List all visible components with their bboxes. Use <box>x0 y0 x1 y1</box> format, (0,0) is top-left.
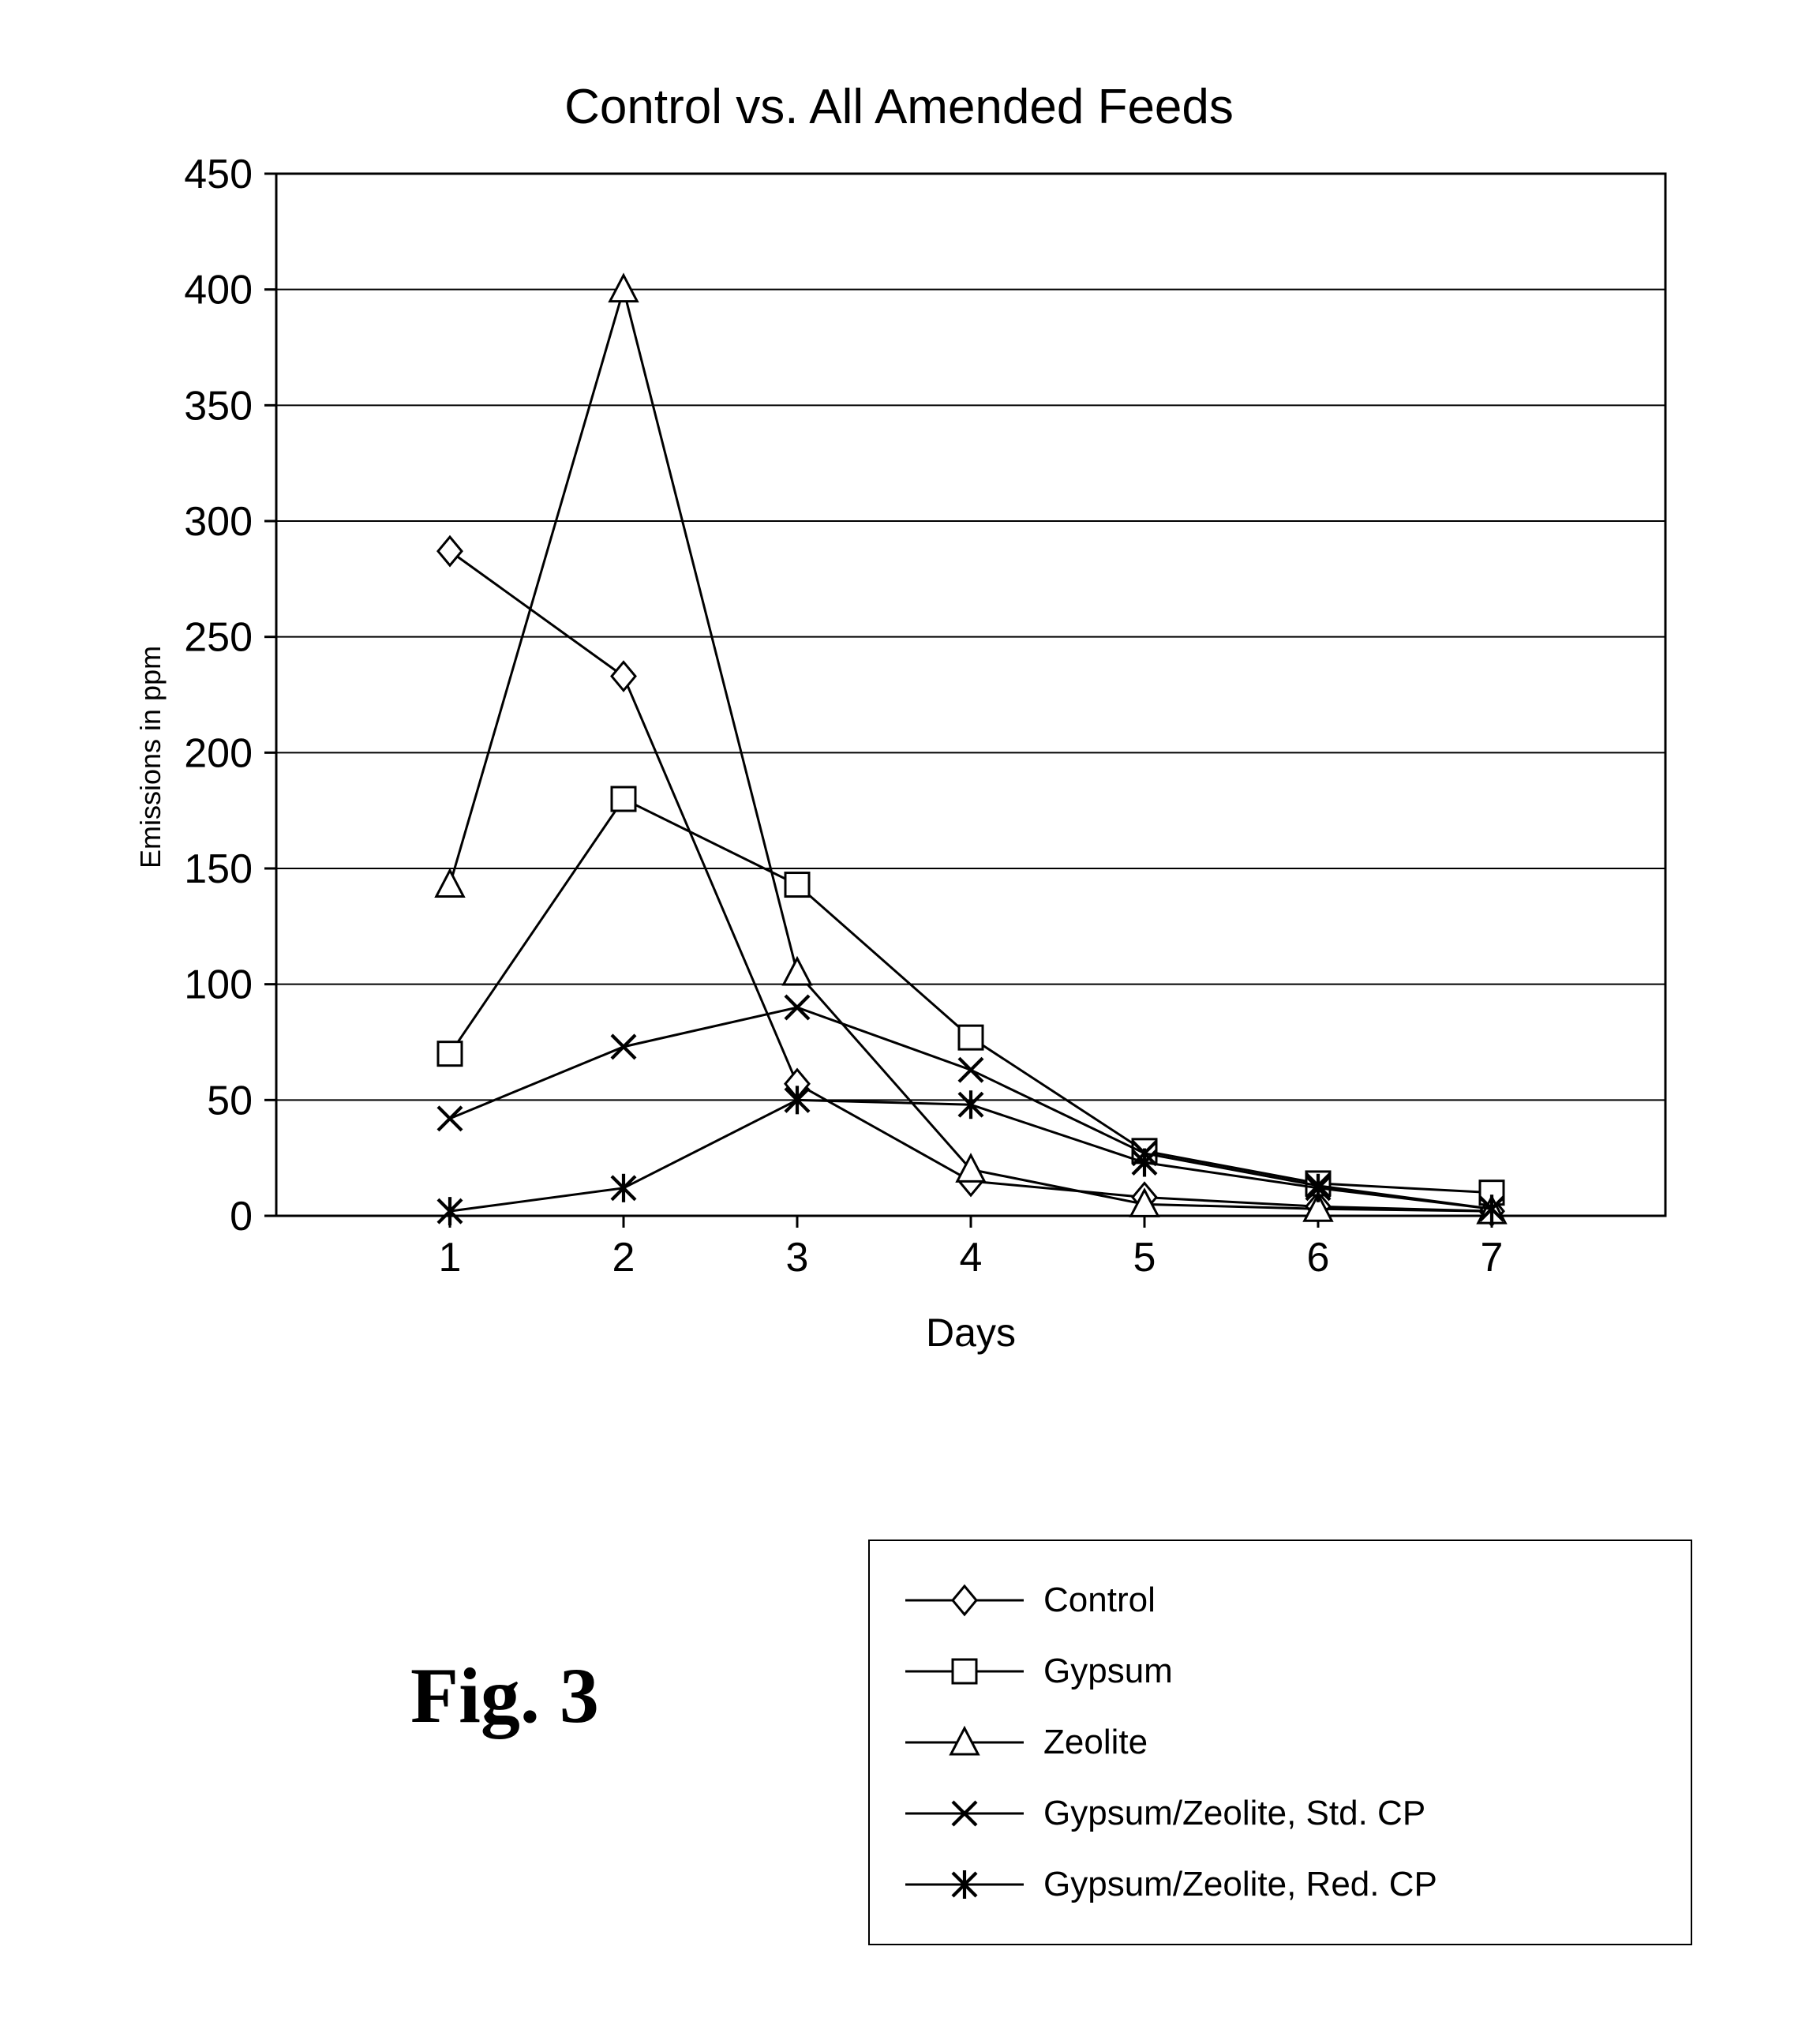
legend-label: Zeolite <box>1043 1723 1148 1762</box>
y-tick-label: 350 <box>184 383 253 429</box>
legend-row: Control <box>901 1565 1659 1636</box>
diamond-marker <box>953 1586 976 1615</box>
legend-row: Gypsum/Zeolite, Std. CP <box>901 1778 1659 1849</box>
square-marker <box>438 1042 462 1066</box>
legend-row: Zeolite <box>901 1707 1659 1778</box>
legend-swatch <box>901 1577 1028 1624</box>
x-tick-label: 2 <box>612 1235 635 1281</box>
legend-swatch <box>901 1648 1028 1695</box>
x-tick-label: 1 <box>439 1235 462 1281</box>
y-tick-label: 150 <box>184 846 253 892</box>
legend-swatch <box>901 1790 1028 1837</box>
emissions-line-chart: 0 50 100 150 200 250 300 350 400 450 1 2 3 4 5 6 7 Days <box>95 158 1713 1421</box>
plot-area <box>276 174 1665 1216</box>
y-tick-label: 100 <box>184 962 253 1008</box>
x-tick-label: 7 <box>1481 1235 1504 1281</box>
x-axis-label: Days <box>926 1311 1016 1355</box>
legend: Control Gypsum Zeolite Gypsum/Zeolite, Std.… <box>868 1540 1692 1945</box>
square-marker <box>953 1660 976 1683</box>
legend-label: Gypsum/Zeolite, Red. CP <box>1043 1865 1437 1904</box>
figure-label: Fig. 3 <box>410 1650 599 1741</box>
y-tick-label: 400 <box>184 268 253 313</box>
legend-swatch <box>901 1719 1028 1766</box>
square-marker <box>959 1026 983 1049</box>
y-tick-label: 250 <box>184 615 253 661</box>
legend-label: Gypsum/Zeolite, Std. CP <box>1043 1794 1425 1833</box>
y-tick-label: 50 <box>207 1078 253 1123</box>
chart-title: Control vs. All Amended Feeds <box>0 79 1798 135</box>
square-marker <box>785 873 809 897</box>
square-marker <box>612 787 635 811</box>
legend-label: Control <box>1043 1581 1156 1620</box>
y-tick-label: 200 <box>184 730 253 776</box>
y-tick-label: 450 <box>184 158 253 197</box>
x-tick-label: 6 <box>1307 1235 1330 1281</box>
legend-swatch <box>901 1861 1028 1908</box>
legend-row: Gypsum <box>901 1636 1659 1707</box>
x-tick-label: 3 <box>786 1235 809 1281</box>
y-tick-label: 300 <box>184 499 253 545</box>
legend-row: Gypsum/Zeolite, Red. CP <box>901 1849 1659 1920</box>
x-tick-label: 5 <box>1133 1235 1156 1281</box>
legend-label: Gypsum <box>1043 1652 1173 1691</box>
y-tick-label: 0 <box>230 1194 253 1240</box>
x-tick-label: 4 <box>960 1235 983 1281</box>
page: Control vs. All Amended Feeds Emissions … <box>0 0 1798 2044</box>
